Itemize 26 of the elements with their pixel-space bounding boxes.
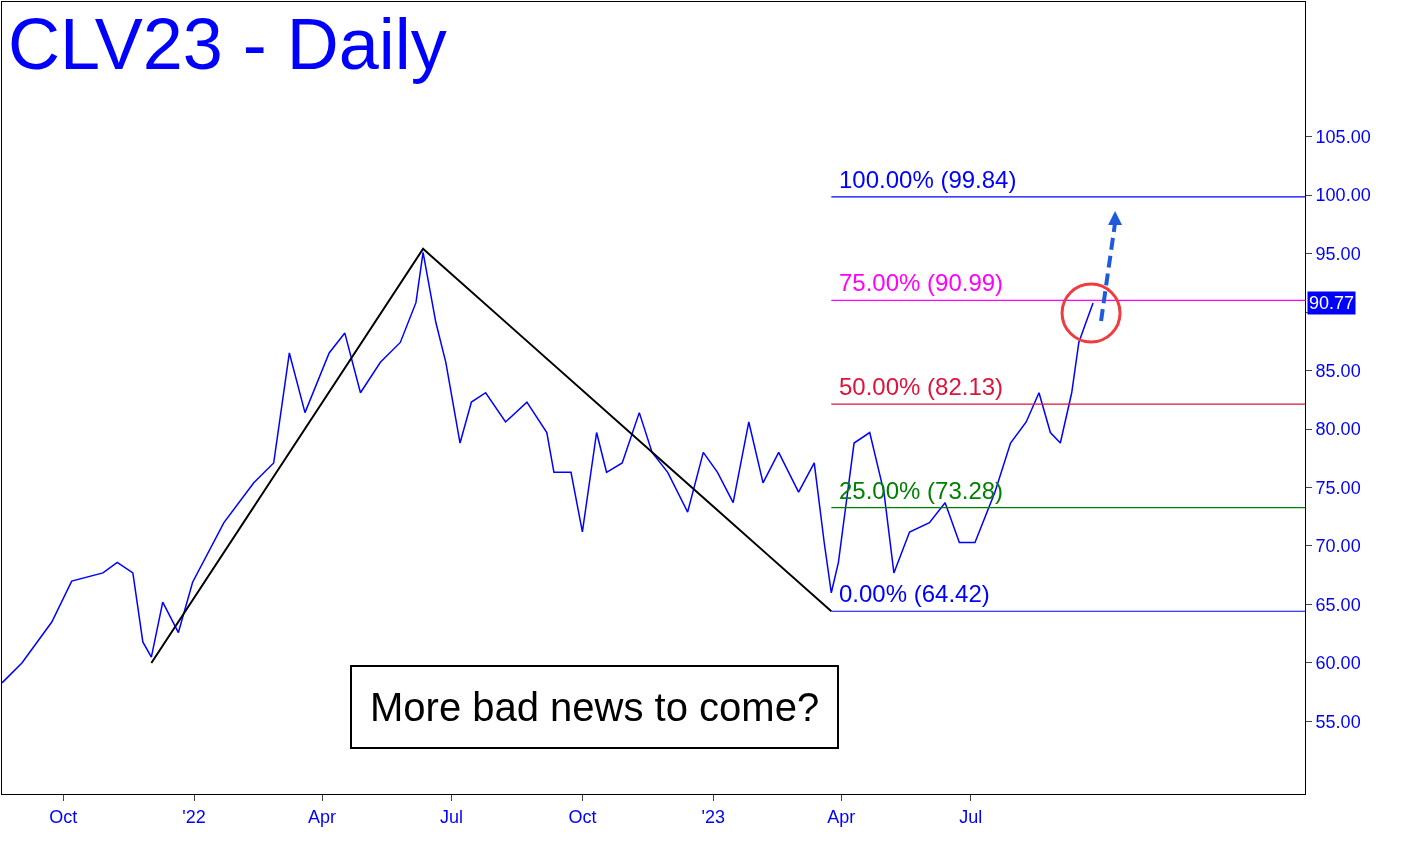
- ref-line-label: 100.00% (99.84): [839, 166, 1017, 193]
- ref-line-label: 50.00% (82.13): [839, 373, 1004, 400]
- y-tick-label: 65.00: [1315, 594, 1361, 615]
- text: 90.77: [1309, 293, 1355, 313]
- y-tick-label: 70.00: [1315, 536, 1361, 557]
- x-tick-label: Apr: [827, 806, 856, 827]
- y-tick-label: 85.00: [1315, 360, 1361, 381]
- x-tick-label: Jul: [440, 806, 464, 827]
- chart-title: CLV23 - Daily: [8, 4, 447, 84]
- x-tick-label: Jul: [959, 806, 983, 827]
- y-tick-label: 100.00: [1315, 185, 1371, 206]
- ref-line-label: 75.00% (90.99): [839, 269, 1004, 296]
- x-tick-label: '22: [182, 806, 206, 827]
- ref-line-label: 0.00% (64.42): [839, 580, 990, 607]
- line-series: [2, 251, 1094, 684]
- y-tick-label: 75.00: [1315, 477, 1361, 498]
- x-tick-label: Apr: [308, 806, 337, 827]
- x-tick-label: Oct: [568, 806, 597, 827]
- y-tick-label: 95.00: [1315, 243, 1361, 264]
- x-tick-label: Oct: [49, 806, 78, 827]
- y-tick-label: 105.00: [1315, 126, 1371, 147]
- x-tick-label: '23: [701, 806, 725, 827]
- annotation: More bad news to come?: [370, 685, 820, 729]
- y-tick-label: 55.00: [1315, 711, 1361, 732]
- y-tick-label: 80.00: [1315, 419, 1361, 440]
- y-tick-label: 60.00: [1315, 653, 1361, 674]
